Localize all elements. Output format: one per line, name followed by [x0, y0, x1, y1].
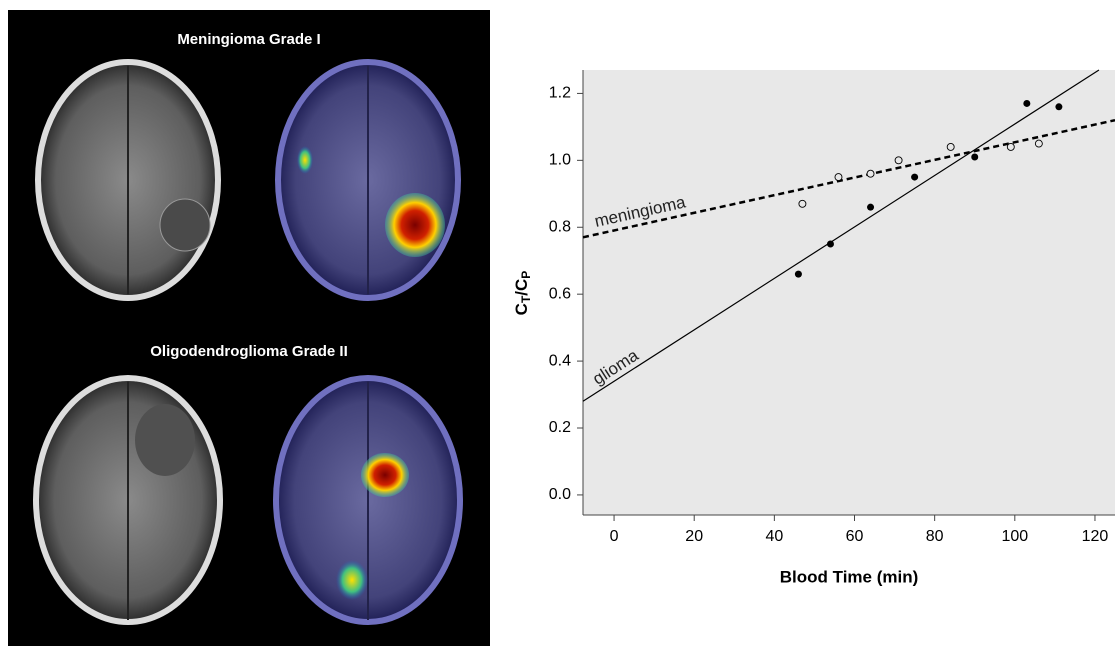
x-tick-label: 100: [1001, 528, 1028, 545]
point: [1035, 140, 1042, 147]
page: Meningioma Grade I Oligodendroglioma Gra…: [0, 0, 1115, 646]
chart: CT/CP Blood Time (min) 0.00.20.40.60.81.…: [512, 70, 1115, 586]
y-tick-label: 1.2: [549, 85, 571, 102]
y-axis-label: CT/CP: [512, 271, 533, 316]
y-tick-label: 1.0: [549, 152, 571, 169]
x-tick-label: 20: [685, 528, 703, 545]
y-tick-label: 0.6: [549, 285, 571, 302]
point: [1007, 143, 1014, 150]
point: [1023, 100, 1030, 107]
y-tick-label: 0.4: [549, 352, 571, 369]
x-tick-label: 80: [926, 528, 944, 545]
point: [911, 174, 918, 181]
point: [895, 157, 902, 164]
x-tick-label: 0: [610, 528, 619, 545]
y-tick-label: 0.2: [549, 419, 571, 436]
y-label-part: P: [519, 271, 533, 279]
x-tick-label: 40: [765, 528, 783, 545]
panel-title: Meningioma Grade I: [177, 31, 320, 48]
point: [1055, 103, 1062, 110]
y-tick-label: 0.8: [549, 218, 571, 235]
point: [799, 200, 806, 207]
y-tick-label: 0.0: [549, 486, 571, 503]
point: [867, 204, 874, 211]
image-panel: Meningioma Grade I Oligodendroglioma Gra…: [8, 10, 490, 646]
x-axis-label: Blood Time (min): [780, 567, 919, 586]
point: [835, 174, 842, 181]
point: [827, 240, 834, 247]
y-label-part: /C: [512, 279, 531, 296]
x-tick-label: 120: [1082, 528, 1109, 545]
point: [947, 143, 954, 150]
panel-title: Oligodendroglioma Grade II: [150, 343, 348, 360]
y-label-part: C: [512, 303, 531, 315]
figure: Meningioma Grade I Oligodendroglioma Gra…: [0, 0, 1115, 646]
point: [867, 170, 874, 177]
x-tick-label: 60: [846, 528, 864, 545]
point: [795, 271, 802, 278]
point: [971, 153, 978, 160]
